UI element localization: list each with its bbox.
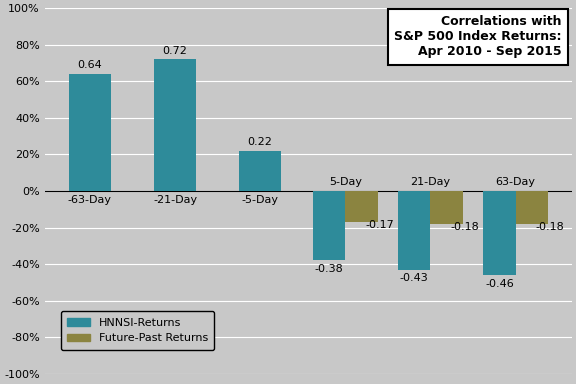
Bar xyxy=(398,191,430,270)
Bar xyxy=(239,151,282,191)
Text: -0.17: -0.17 xyxy=(366,220,395,230)
Text: -0.43: -0.43 xyxy=(400,273,429,283)
Text: 63-Day: 63-Day xyxy=(495,177,536,187)
Bar xyxy=(345,191,378,222)
Text: 5-Day: 5-Day xyxy=(329,177,362,187)
Text: -0.18: -0.18 xyxy=(451,222,480,232)
Bar xyxy=(483,191,516,275)
Text: Correlations with
S&P 500 Index Returns:
Apr 2010 - Sep 2015: Correlations with S&P 500 Index Returns:… xyxy=(394,15,561,58)
Bar xyxy=(313,191,345,260)
Text: 0.64: 0.64 xyxy=(78,60,103,70)
Text: 21-Day: 21-Day xyxy=(410,177,450,187)
Text: -0.38: -0.38 xyxy=(314,264,343,274)
Bar xyxy=(154,60,196,191)
Bar xyxy=(430,191,463,224)
Text: 0.72: 0.72 xyxy=(162,46,187,56)
Text: -63-Day: -63-Day xyxy=(68,195,112,205)
Text: -21-Day: -21-Day xyxy=(153,195,197,205)
Legend: HNNSI-Returns, Future-Past Returns: HNNSI-Returns, Future-Past Returns xyxy=(60,311,214,350)
Text: -5-Day: -5-Day xyxy=(242,195,279,205)
Bar xyxy=(69,74,111,191)
Bar xyxy=(516,191,548,224)
Text: 0.22: 0.22 xyxy=(248,137,272,147)
Text: -0.46: -0.46 xyxy=(485,279,514,289)
Text: -0.18: -0.18 xyxy=(536,222,564,232)
